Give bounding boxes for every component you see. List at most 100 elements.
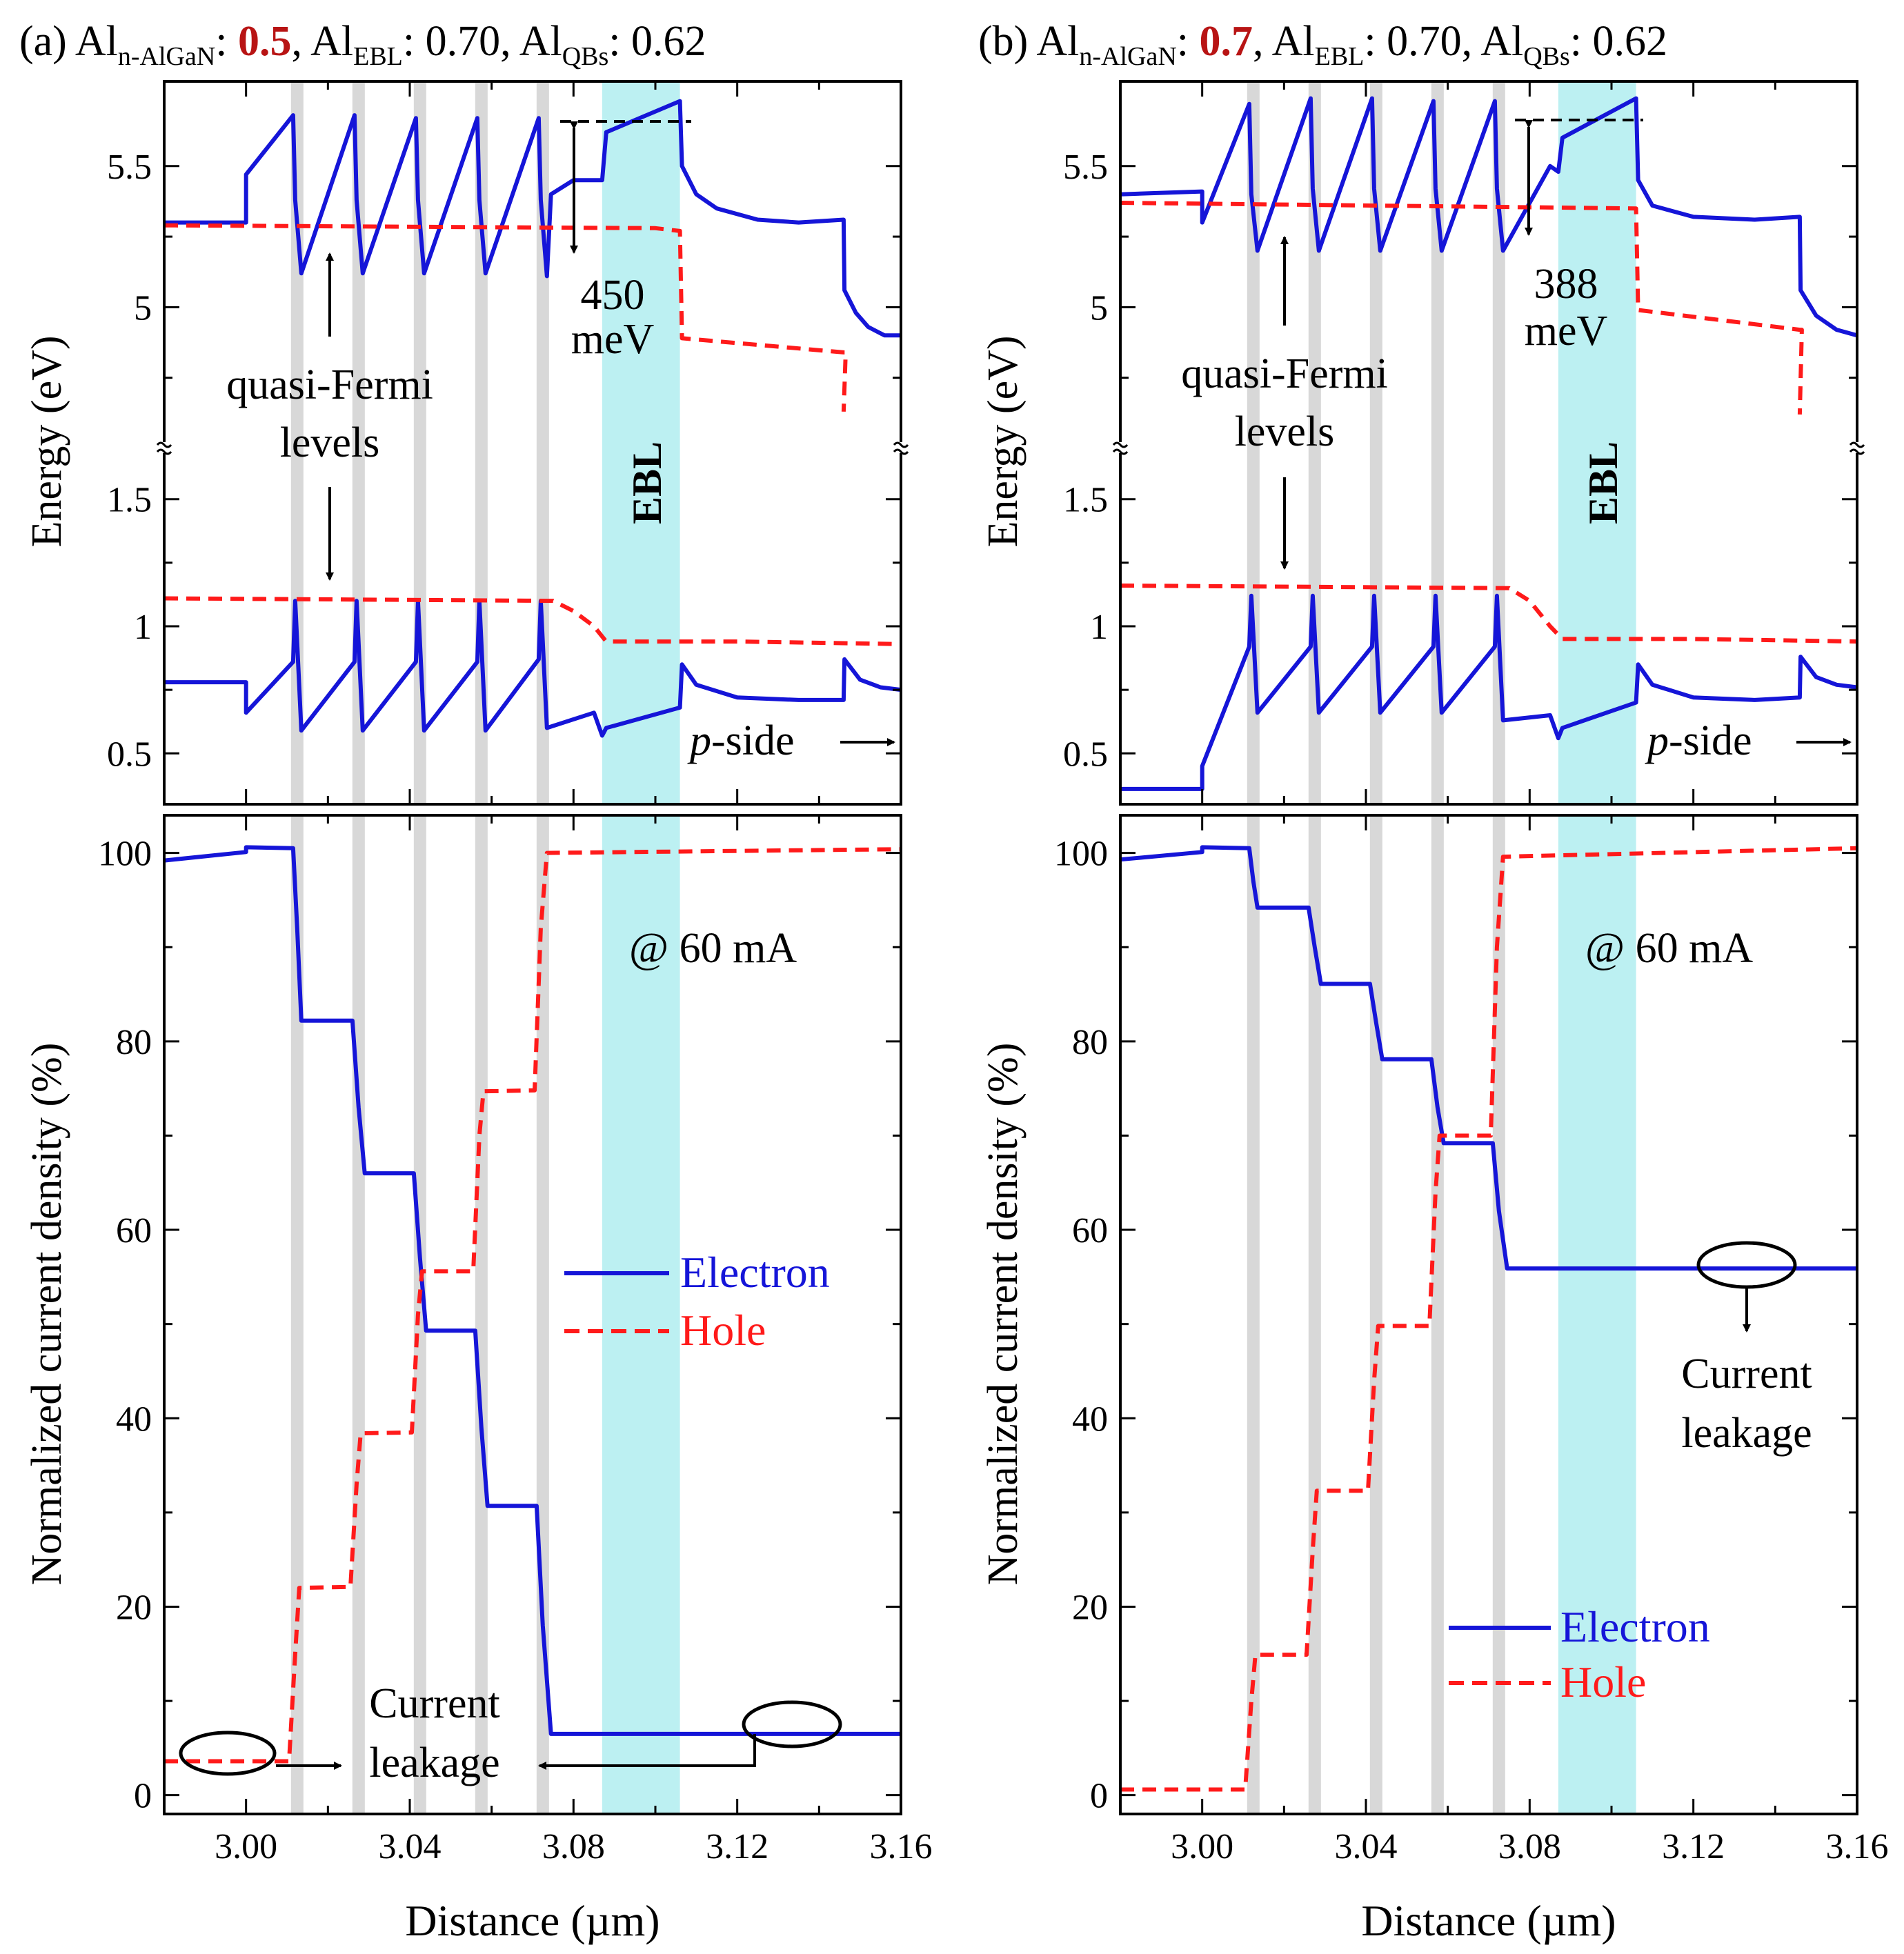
current-y-label: Normalized current density (%) — [980, 1043, 1027, 1586]
p-side-label: p-side — [1645, 717, 1752, 764]
leakage-label-line1: Current — [369, 1680, 499, 1727]
ebl-label: EBL — [624, 441, 670, 524]
ebl-label: EBL — [1580, 441, 1626, 524]
electron-quasi-fermi-level-line — [163, 223, 848, 412]
y-tick-label: 80 — [1072, 1023, 1108, 1062]
ebl-region — [602, 81, 680, 804]
axis-break-right — [1849, 441, 1865, 455]
y-tick-label: 100 — [98, 835, 152, 874]
y-tick-label: 100 — [1054, 835, 1108, 874]
fermi-label-line1: quasi-Fermi — [1181, 350, 1388, 397]
background-bands — [290, 815, 680, 1814]
axis-ticks: 5 5.5 0.5 1 1.5 — [107, 81, 902, 804]
current-y-label: Normalized current density (%) — [23, 1043, 70, 1586]
x-axis-label: Distance (µm) — [1361, 1896, 1616, 1945]
background-bands — [1247, 81, 1636, 804]
leakage-arrow-left — [538, 1734, 756, 1770]
valence-band-line — [164, 599, 902, 738]
current-density-series — [1120, 845, 1858, 1792]
x-tick-label: 3.00 — [215, 1827, 277, 1866]
energy-y-label: Energy (eV) — [980, 335, 1027, 547]
leakage-ellipse-hole — [179, 1731, 277, 1776]
quantum-well-band — [1492, 815, 1505, 1814]
legend-electron-label: Electron — [680, 1248, 830, 1297]
band-diagram-series — [1120, 96, 1858, 791]
plot-frame — [163, 80, 902, 806]
axis-ticks: 5 5.5 0.5 1 1.5 — [1063, 81, 1858, 804]
leakage-label-line2: leakage — [1681, 1410, 1812, 1457]
energy-y-label: Energy (eV) — [23, 335, 70, 547]
y-tick-label: 0 — [134, 1777, 152, 1816]
p-side-label: p-side — [687, 717, 795, 764]
hole-line — [164, 847, 902, 1764]
barrier-value: 388 — [1534, 261, 1598, 308]
x-axis-label: Distance (µm) — [405, 1896, 660, 1945]
panel-a: (a) Aln-AlGaN: 0.5, AlEBL: 0.70, AlQBs: … — [19, 18, 933, 1945]
axis-ticks: 3.00 3.04 3.08 3.12 3.16 0 20 40 60 80 100 — [98, 815, 933, 1866]
leakage-ellipse-electron — [742, 1700, 842, 1748]
y-tick-label: 20 — [116, 1588, 152, 1627]
y-tick-label: 5 — [134, 288, 152, 328]
x-tick-label: 3.08 — [542, 1827, 605, 1866]
x-tick-label: 3.04 — [1335, 1827, 1398, 1866]
hole-quasi-fermi-level-line — [1120, 584, 1858, 644]
axis-break-left — [1112, 441, 1129, 455]
y-tick-label: 40 — [1072, 1399, 1108, 1439]
y-tick-label: 80 — [116, 1023, 152, 1062]
y-tick-label: 1 — [1090, 608, 1108, 647]
x-tick-label: 3.00 — [1171, 1827, 1233, 1866]
quantum-well-band — [475, 815, 488, 1814]
legend-hole-label: Hole — [680, 1306, 766, 1355]
barrier-unit: meV — [1525, 308, 1608, 355]
y-tick-label: 20 — [1072, 1588, 1108, 1627]
y-tick-label: 5.5 — [1063, 148, 1108, 187]
x-tick-label: 3.08 — [1498, 1827, 1561, 1866]
fermi-label-line1: quasi-Fermi — [226, 361, 433, 408]
hole-quasi-fermi-level-line — [163, 596, 902, 646]
barrier-unit: meV — [571, 316, 655, 363]
y-tick-label: 40 — [116, 1399, 152, 1439]
legend: Electron Hole — [564, 1248, 830, 1355]
y-tick-label: 0.5 — [1063, 735, 1108, 774]
y-tick-label: 60 — [1072, 1211, 1108, 1250]
quantum-well-band — [352, 815, 365, 1814]
fermi-label-line2: levels — [1235, 408, 1335, 455]
x-tick-label: 3.12 — [1662, 1827, 1725, 1866]
axis-ticks: 3.00 3.04 3.08 3.12 3.16 0 20 40 60 80 100 — [1054, 815, 1889, 1866]
at-current-label: @ 60 mA — [629, 925, 797, 972]
ebl-region — [602, 815, 680, 1814]
quantum-well-band — [1247, 815, 1260, 1814]
electron-line — [163, 845, 901, 1736]
ebl-region — [1558, 81, 1636, 804]
y-tick-label: 60 — [116, 1211, 152, 1250]
at-current-label: @ 60 mA — [1585, 925, 1753, 972]
valence-band-line — [1120, 593, 1858, 791]
legend-hole-label: Hole — [1560, 1657, 1646, 1706]
current-plot-a: 3.00 3.04 3.08 3.12 3.16 0 20 40 60 80 100 Normali… — [23, 814, 933, 1945]
y-tick-label: 1.5 — [107, 481, 152, 520]
axis-break-left — [156, 441, 172, 455]
leakage-label-line2: leakage — [369, 1739, 499, 1786]
energy-plot-a: 5 5.5 0.5 1 1.5 Energy (eV) EBL 450 meV quas… — [23, 80, 909, 806]
leakage-ellipse-electron — [1696, 1241, 1797, 1289]
ebl-region — [1558, 815, 1636, 1814]
y-tick-label: 0.5 — [107, 735, 152, 774]
x-tick-label: 3.12 — [706, 1827, 768, 1866]
electron-line — [1120, 845, 1857, 1271]
quantum-well-band — [1431, 815, 1444, 1814]
y-tick-label: 5 — [1090, 288, 1108, 328]
x-tick-label: 3.16 — [1826, 1827, 1889, 1866]
panel-b: (b) Aln-AlGaN: 0.7, AlEBL: 0.70, AlQBs: … — [978, 18, 1889, 1945]
panel-b-title: (b) Aln-AlGaN: 0.7, AlEBL: 0.70, AlQBs: … — [978, 18, 1667, 71]
barrier-value: 450 — [581, 272, 645, 319]
y-tick-label: 0 — [1090, 1777, 1108, 1816]
x-tick-label: 3.04 — [379, 1827, 442, 1866]
panel-a-title: (a) Aln-AlGaN: 0.5, AlEBL: 0.70, AlQBs: … — [19, 18, 706, 71]
y-tick-label: 1.5 — [1063, 481, 1108, 520]
band-diagram-series — [163, 99, 902, 738]
axis-break-right — [893, 441, 909, 455]
current-plot-b: 3.00 3.04 3.08 3.12 3.16 0 20 40 60 80 100 Normali… — [980, 814, 1889, 1945]
legend-electron-label: Electron — [1560, 1602, 1710, 1651]
fermi-label-line2: levels — [280, 419, 380, 466]
